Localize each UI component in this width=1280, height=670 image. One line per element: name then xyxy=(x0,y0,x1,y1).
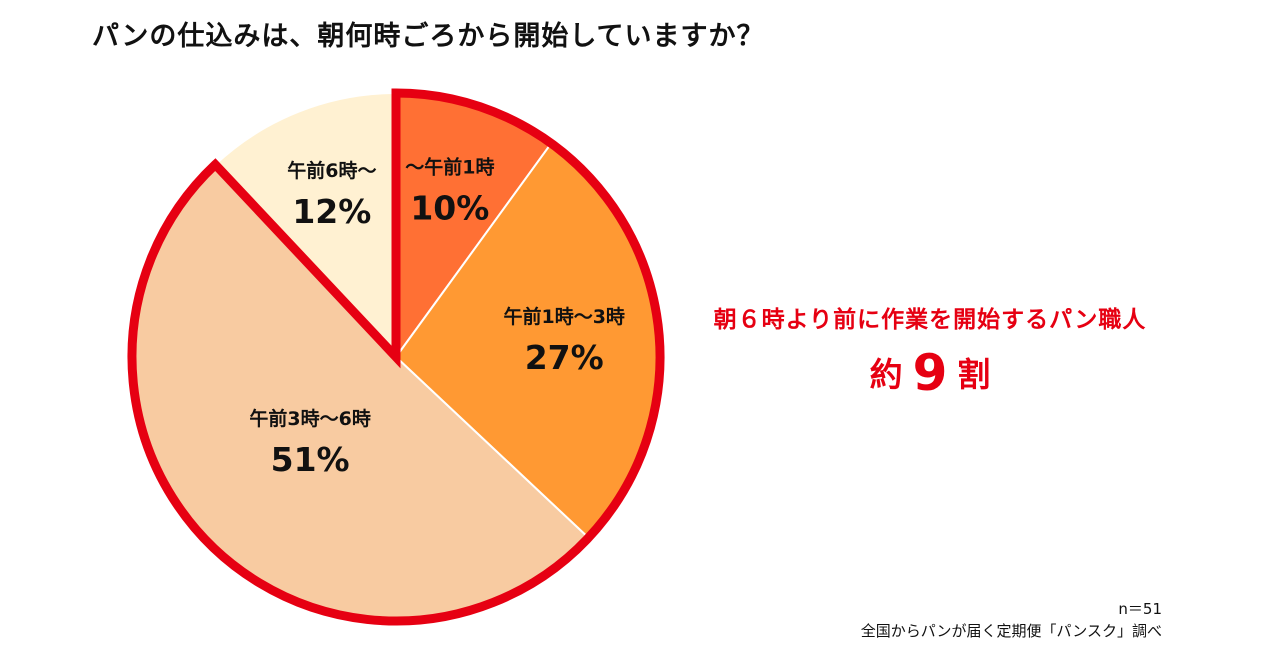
slice-label-2: 午前1時～3時 xyxy=(503,305,624,328)
slice-label-4: 午前6時～ xyxy=(287,159,376,182)
slice-value-2: 27% xyxy=(525,338,604,377)
callout-headline: 朝６時より前に作業を開始するパン職人 xyxy=(713,307,1147,333)
callout-suffix: 割 xyxy=(957,355,991,394)
slice-value-4: 12% xyxy=(292,192,371,231)
slice-label-1: ～午前1時 xyxy=(405,155,494,178)
slice-label-3: 午前3時～6時 xyxy=(249,407,370,430)
highlight-outline xyxy=(127,88,665,626)
callout-prefix: 約 xyxy=(869,355,903,394)
footnote: n＝51 全国からパンが届く定期便「パンスク」調べ xyxy=(861,598,1162,642)
sample-size: n＝51 xyxy=(1118,600,1162,618)
slice-value-3: 51% xyxy=(271,440,350,479)
pie-slice-4 xyxy=(213,91,397,360)
chart-title: パンの仕込みは、朝何時ごろから開始していますか？ xyxy=(92,21,765,52)
source-note: 全国からパンが届く定期便「パンスク」調べ xyxy=(860,622,1162,640)
callout-number: 9 xyxy=(912,344,948,402)
slice-value-1: 10% xyxy=(410,188,489,227)
